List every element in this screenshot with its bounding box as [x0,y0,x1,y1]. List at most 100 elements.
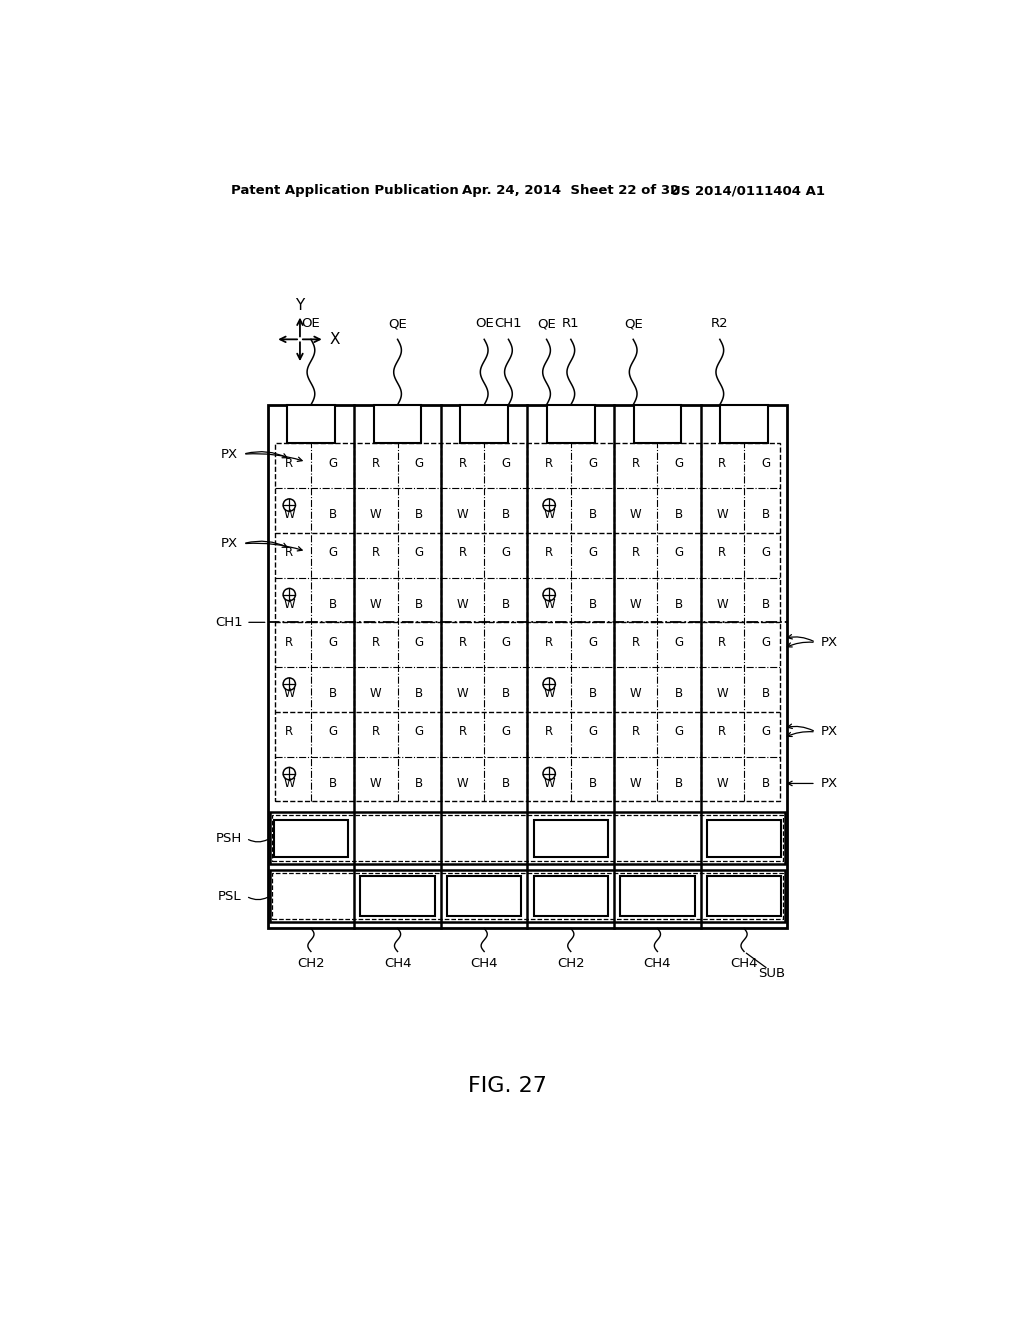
Text: W: W [284,598,295,611]
Text: W: W [544,688,555,701]
Text: Patent Application Publication: Patent Application Publication [230,185,459,197]
Bar [267,405,787,928]
Bar [275,444,779,801]
Text: W: W [717,598,728,611]
Text: W: W [717,508,728,521]
Text: R: R [632,546,640,560]
Text: R: R [545,636,553,649]
Text: W: W [544,508,555,521]
Bar [374,405,422,444]
Bar [270,870,785,923]
Text: W: W [370,508,382,521]
Text: W: W [284,688,295,701]
Text: B: B [675,598,683,611]
Text: W: W [630,508,642,521]
Text: B: B [415,508,423,521]
Text: R2: R2 [711,317,729,330]
Text: G: G [588,546,597,560]
Text: B: B [502,688,510,701]
Text: PX: PX [220,447,238,461]
Text: R: R [286,457,293,470]
Text: US 2014/0111404 A1: US 2014/0111404 A1 [670,185,824,197]
Text: W: W [370,598,382,611]
Bar [273,820,348,857]
Text: X: X [330,331,340,347]
Bar [287,405,335,444]
Text: PSH: PSH [216,832,243,845]
Text: Apr. 24, 2014  Sheet 22 of 32: Apr. 24, 2014 Sheet 22 of 32 [462,185,679,197]
Text: B: B [415,688,423,701]
Text: G: G [761,726,770,738]
Text: G: G [675,726,684,738]
Text: PX: PX [821,777,839,789]
Bar [547,405,595,444]
Text: G: G [502,546,510,560]
Text: G: G [761,457,770,470]
Bar [360,876,435,916]
Text: R: R [459,636,467,649]
Text: B: B [329,598,337,611]
Text: OE: OE [301,317,321,330]
Bar [621,876,694,916]
Text: B: B [589,598,597,611]
Text: B: B [502,598,510,611]
Bar [272,873,782,919]
Text: R: R [632,457,640,470]
Text: W: W [630,777,642,789]
Bar [534,876,608,916]
Text: OE: OE [475,317,494,330]
Text: PX: PX [821,726,839,738]
Text: B: B [589,688,597,701]
Text: QE: QE [538,317,556,330]
Text: PX: PX [220,537,238,550]
Text: G: G [761,636,770,649]
Text: PX: PX [821,636,839,649]
Bar [461,405,508,444]
Text: G: G [588,636,597,649]
Bar [634,405,681,444]
Text: R: R [545,546,553,560]
Text: R: R [719,636,726,649]
Text: R: R [632,636,640,649]
Text: G: G [328,457,337,470]
Text: W: W [717,777,728,789]
Text: R: R [719,546,726,560]
Text: QE: QE [388,317,407,330]
Text: B: B [762,508,770,521]
Text: G: G [415,636,424,649]
Text: G: G [415,546,424,560]
Text: R: R [719,726,726,738]
Text: CH1: CH1 [495,317,522,330]
Text: G: G [502,726,510,738]
Text: W: W [457,598,468,611]
Text: W: W [457,688,468,701]
Text: SUB: SUB [758,968,785,981]
Text: G: G [415,726,424,738]
Text: CH4: CH4 [470,957,498,970]
Text: R: R [459,457,467,470]
Text: R1: R1 [562,317,580,330]
Text: CH4: CH4 [644,957,671,970]
Text: CH1: CH1 [215,616,243,628]
Bar [707,876,781,916]
Text: G: G [328,636,337,649]
Text: CH2: CH2 [557,957,585,970]
Bar [707,820,781,857]
Text: PSL: PSL [217,890,241,903]
Text: B: B [762,777,770,789]
Text: R: R [286,546,293,560]
Text: B: B [675,688,683,701]
Text: W: W [370,688,382,701]
Text: G: G [502,457,510,470]
Text: G: G [675,457,684,470]
Text: B: B [502,777,510,789]
Text: R: R [372,636,380,649]
Text: G: G [588,726,597,738]
Text: B: B [762,598,770,611]
Text: R: R [545,457,553,470]
Text: R: R [719,457,726,470]
Text: R: R [459,546,467,560]
Text: G: G [675,636,684,649]
Text: B: B [329,508,337,521]
Text: FIG. 27: FIG. 27 [468,1076,547,1096]
